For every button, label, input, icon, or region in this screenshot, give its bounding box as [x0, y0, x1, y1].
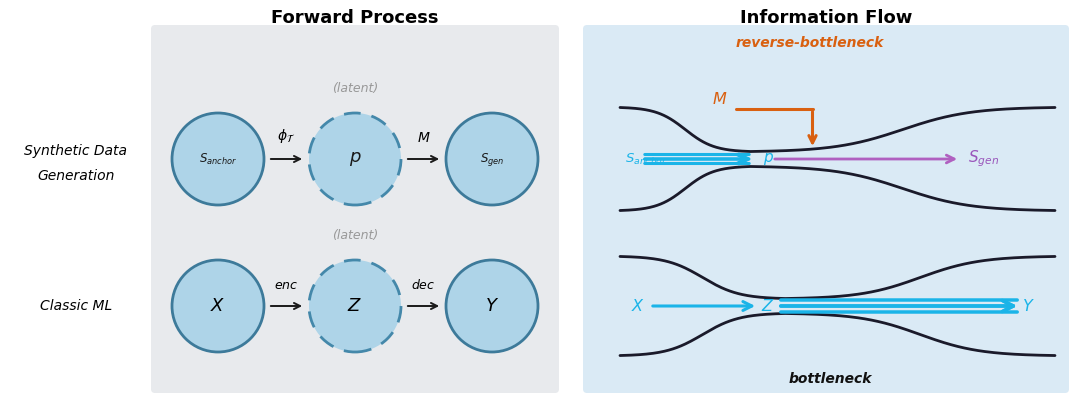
Text: $Y$: $Y$	[485, 297, 499, 315]
Text: $Y$: $Y$	[1022, 298, 1035, 314]
Text: $\phi_\mathcal{T}$: $\phi_\mathcal{T}$	[278, 127, 296, 145]
Text: $M$: $M$	[712, 91, 728, 107]
FancyBboxPatch shape	[151, 25, 559, 393]
Text: $S_{anchor}$: $S_{anchor}$	[625, 151, 667, 166]
Text: reverse-bottleneck: reverse-bottleneck	[735, 36, 885, 50]
Text: Information Flow: Information Flow	[740, 9, 913, 27]
Text: $p$: $p$	[349, 150, 362, 168]
Circle shape	[446, 260, 538, 352]
Text: (latent): (latent)	[332, 82, 378, 95]
Text: Forward Process: Forward Process	[271, 9, 438, 27]
Circle shape	[446, 113, 538, 205]
Text: $S_{anchor}$: $S_{anchor}$	[199, 151, 238, 166]
Text: $enc$: $enc$	[274, 279, 299, 292]
Circle shape	[309, 260, 401, 352]
Text: Classic ML: Classic ML	[40, 299, 112, 313]
Text: $dec$: $dec$	[411, 278, 435, 292]
Text: $S_{gen}$: $S_{gen}$	[968, 149, 999, 169]
Text: (latent): (latent)	[332, 229, 378, 242]
Text: $Z$: $Z$	[348, 297, 363, 315]
Text: Generation: Generation	[38, 169, 114, 183]
Text: $S_{gen}$: $S_{gen}$	[480, 150, 504, 168]
Text: Synthetic Data: Synthetic Data	[25, 144, 127, 158]
Circle shape	[309, 113, 401, 205]
Text: $Z$: $Z$	[761, 298, 774, 314]
Text: $X$: $X$	[211, 297, 226, 315]
Text: $M$: $M$	[417, 131, 430, 145]
Circle shape	[172, 260, 264, 352]
Text: $X$: $X$	[631, 298, 645, 314]
Text: bottleneck: bottleneck	[788, 372, 872, 386]
FancyBboxPatch shape	[583, 25, 1069, 393]
Circle shape	[172, 113, 264, 205]
Text: $p$: $p$	[762, 151, 774, 167]
